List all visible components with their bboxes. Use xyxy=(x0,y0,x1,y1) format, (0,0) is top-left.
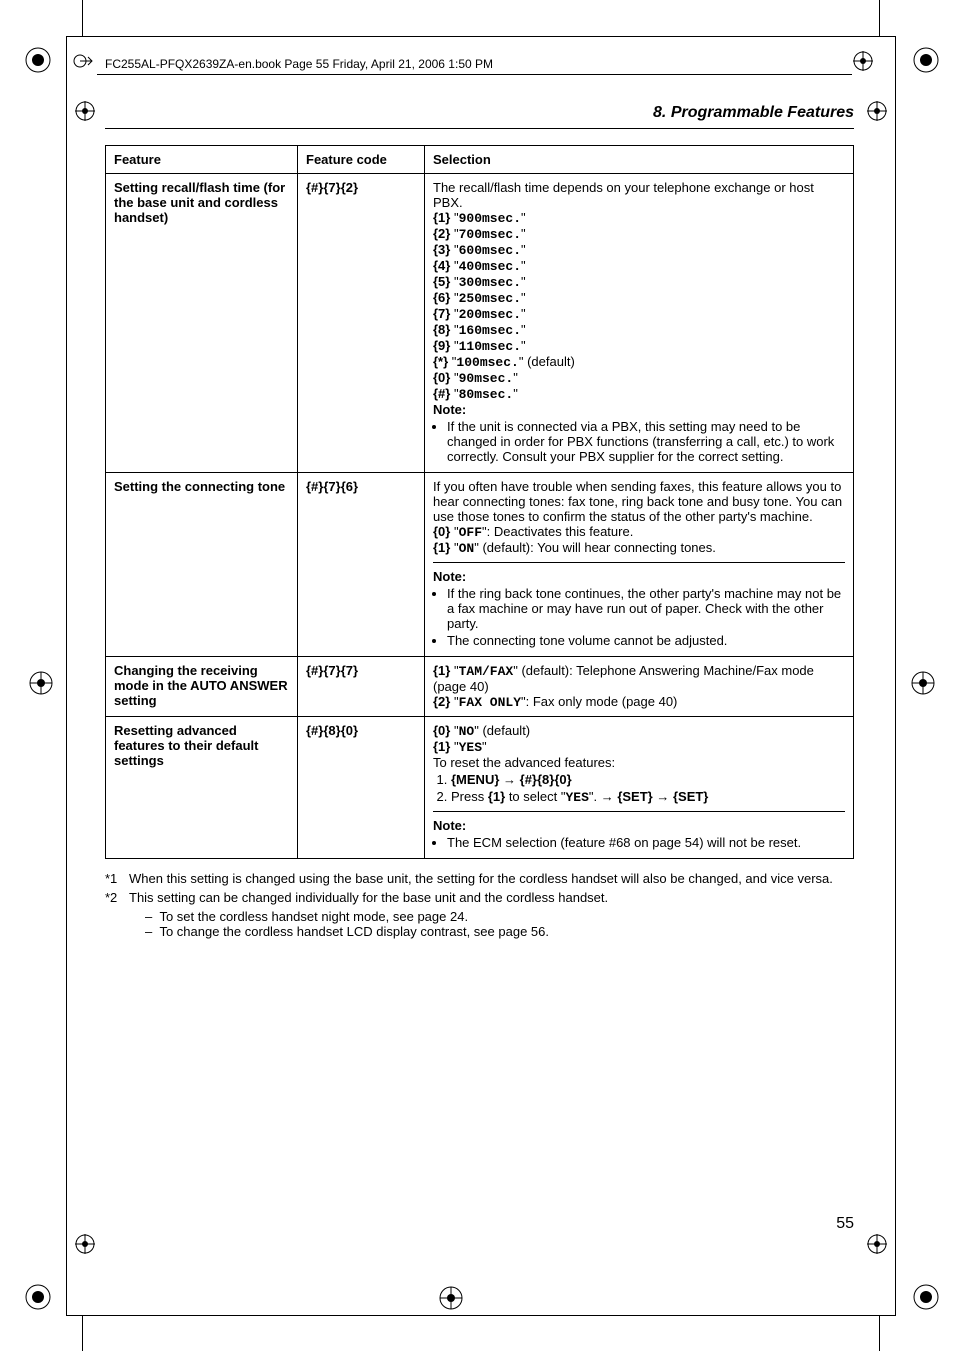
reg-mark-top-left xyxy=(24,46,52,74)
feature-code: {#}{7}{7} xyxy=(298,657,425,717)
reg-mark-inner-bl xyxy=(74,1233,96,1255)
feature-code: {#}{7}{6} xyxy=(298,473,425,657)
reg-mark-inner-br xyxy=(866,1233,888,1255)
feature-name: Setting recall/flash time (for the base … xyxy=(106,174,298,473)
feature-selection: {0} "NO" (default) {1} "YES" To reset th… xyxy=(425,717,854,859)
reg-mark-inner-tr xyxy=(866,100,888,122)
feature-code: {#}{8}{0} xyxy=(298,717,425,859)
feature-name: Setting the connecting tone xyxy=(106,473,298,657)
section-title: 8. Programmable Features xyxy=(653,104,854,122)
reg-mark-mid-left xyxy=(28,670,54,696)
page-number: 55 xyxy=(836,1215,854,1233)
reg-mark-bottom-right xyxy=(912,1283,940,1311)
reg-mark-mid-right xyxy=(910,670,936,696)
feature-code: {#}{7}{2} xyxy=(298,174,425,473)
table-row: Changing the receiving mode in the AUTO … xyxy=(106,657,854,717)
footnotes: *1When this setting is changed using the… xyxy=(105,871,854,939)
feature-selection: If you often have trouble when sending f… xyxy=(425,473,854,657)
reg-mark-bottom-mid xyxy=(438,1285,464,1311)
feature-table: Feature Feature code Selection Setting r… xyxy=(105,145,854,859)
reg-mark-top-right xyxy=(912,46,940,74)
reg-mark-inner-tl xyxy=(74,100,96,122)
feature-name: Changing the receiving mode in the AUTO … xyxy=(106,657,298,717)
table-row: Setting the connecting tone {#}{7}{6} If… xyxy=(106,473,854,657)
feature-selection: The recall/flash time depends on your te… xyxy=(425,174,854,473)
page-header: FC255AL-PFQX2639ZA-en.book Page 55 Frida… xyxy=(105,57,859,71)
feature-selection: {1} "TAM/FAX" (default): Telephone Answe… xyxy=(425,657,854,717)
table-row: Setting recall/flash time (for the base … xyxy=(106,174,854,473)
arrow-icon xyxy=(72,50,94,72)
reg-mark-bottom-left xyxy=(24,1283,52,1311)
feature-name: Resetting advanced features to their def… xyxy=(106,717,298,859)
th-code: Feature code xyxy=(298,146,425,174)
table-row: Resetting advanced features to their def… xyxy=(106,717,854,859)
th-feature: Feature xyxy=(106,146,298,174)
th-selection: Selection xyxy=(425,146,854,174)
